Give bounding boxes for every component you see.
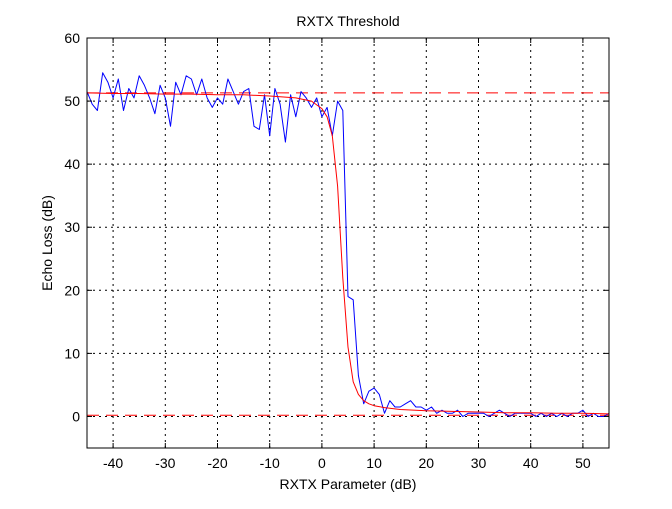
x-tick-label: 20 [419,455,435,471]
y-tick-label: 20 [64,282,80,298]
tick-layer: -40 -30 -20 -10 0 10 20 30 40 50 0 10 20 30 40 50 60 [64,30,609,471]
plot-area [87,38,609,448]
chart-title: RXTX Threshold [296,13,399,29]
grid-layer [87,37,609,448]
y-tick-label: 10 [64,345,80,361]
x-tick-label: 30 [471,455,487,471]
x-tick-label: 40 [523,455,539,471]
plot-frame [86,37,610,449]
x-axis-label: RXTX Parameter (dB) [280,476,417,492]
series-layer [86,72,610,417]
y-tick-label: 50 [64,93,80,109]
x-tick-label: 0 [318,455,326,471]
y-tick-label: 40 [64,156,80,172]
y-tick-label: 60 [64,30,80,46]
x-tick-label: -40 [103,455,123,471]
x-tick-label: -30 [155,455,175,471]
x-tick-label: 50 [575,455,591,471]
y-tick-label: 0 [72,408,80,424]
y-tick-label: 30 [64,219,80,235]
x-tick-label: -20 [207,455,227,471]
y-axis-label: Echo Loss (dB) [39,195,55,291]
measured-series-line [86,72,610,417]
x-tick-label: 10 [366,455,382,471]
fit-curve-line [86,92,610,415]
x-tick-label: -10 [260,455,280,471]
